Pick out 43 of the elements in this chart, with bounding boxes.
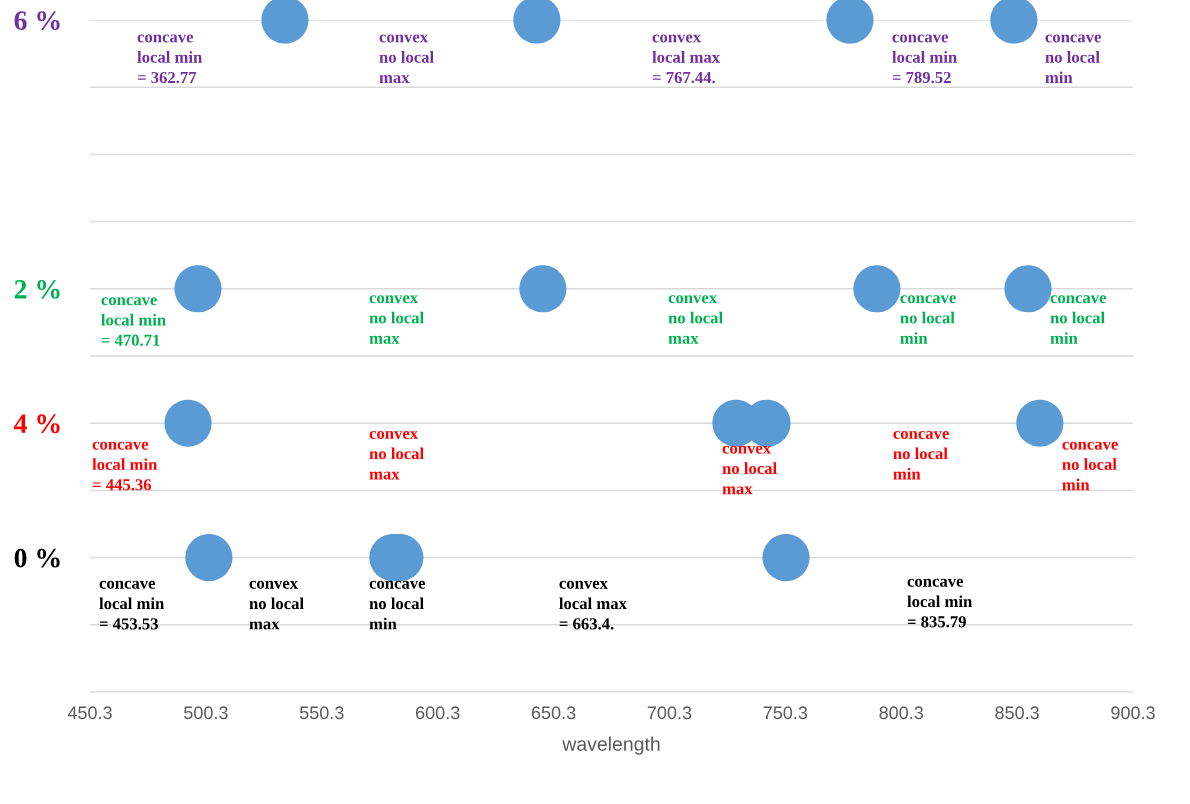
annotation: convex no local max — [668, 295, 723, 344]
annotation: concave local min = 362.77 — [137, 34, 203, 84]
annotation: convex no local max — [249, 580, 304, 630]
point — [519, 265, 567, 313]
y-tick-label: 6 % — [14, 11, 60, 30]
point — [174, 265, 222, 313]
point — [1016, 399, 1064, 447]
x-axis-title: wavelength — [562, 736, 660, 755]
annotation: concave no local min — [369, 580, 426, 630]
x-tick-label: 750.3 — [763, 706, 808, 720]
annotation: convex no local max — [369, 295, 424, 344]
annotation: convex no local max — [722, 445, 777, 495]
y-tick-label: 2 % — [14, 279, 60, 299]
annotation: concave local min = 470.71 — [101, 297, 166, 346]
annotation: concave no local min — [1062, 441, 1118, 491]
point — [1004, 265, 1052, 313]
annotation: concave local min = 453.53 — [99, 580, 165, 630]
point — [853, 265, 901, 313]
y-tick-label: 0 % — [14, 548, 60, 568]
annotation: concave no local min — [893, 430, 949, 480]
x-tick-label: 500.3 — [184, 706, 228, 720]
annotation: convex no local max — [379, 34, 434, 84]
x-tick-label: 800.3 — [879, 706, 924, 720]
annotation: concave no local min — [1050, 295, 1107, 344]
annotation: concave local min = 445.36 — [92, 441, 158, 491]
x-tick-label: 550.3 — [299, 706, 344, 720]
point — [164, 399, 212, 447]
x-tick-label: 650.3 — [531, 706, 576, 720]
x-tick-label: 850.3 — [995, 706, 1039, 720]
annotation: convex no local max — [369, 430, 424, 480]
x-tick-label: 450.3 — [67, 706, 112, 720]
annotation: convex local max = 663.4. — [559, 580, 627, 630]
annotation: concave no local min — [900, 295, 956, 344]
annotation: concave local min = 835.79 — [907, 578, 973, 628]
x-tick-label: 600.3 — [415, 706, 460, 720]
annotation: concave local min = 789.52 — [892, 34, 957, 84]
annotation: concave no local min — [1045, 34, 1101, 83]
x-tick-label: 700.3 — [647, 706, 692, 720]
x-tick-label: 900.3 — [1111, 706, 1155, 720]
point — [762, 534, 810, 582]
y-tick-label: 4 % — [13, 414, 60, 434]
point — [185, 534, 233, 582]
annotation: convex local max = 767.44. — [652, 34, 721, 84]
